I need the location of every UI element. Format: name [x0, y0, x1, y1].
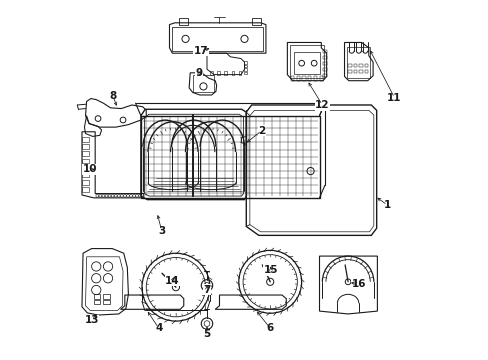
- Bar: [323, 50, 326, 53]
- Bar: [307, 76, 311, 81]
- Bar: [103, 300, 110, 304]
- Bar: [82, 137, 89, 142]
- Bar: [172, 27, 263, 51]
- Bar: [82, 187, 89, 192]
- Bar: [179, 18, 187, 24]
- Bar: [353, 69, 356, 73]
- Text: 14: 14: [164, 276, 179, 286]
- Bar: [192, 75, 214, 93]
- Text: 5: 5: [203, 329, 210, 339]
- Circle shape: [172, 284, 179, 291]
- Bar: [313, 76, 316, 81]
- Bar: [244, 64, 247, 67]
- Bar: [364, 64, 367, 67]
- Text: 4: 4: [155, 323, 162, 333]
- Text: 1: 1: [383, 200, 390, 210]
- Text: 3: 3: [158, 226, 165, 236]
- Bar: [103, 294, 110, 298]
- Bar: [244, 72, 247, 74]
- Bar: [224, 71, 226, 75]
- Text: 17: 17: [193, 46, 208, 56]
- Bar: [290, 45, 324, 78]
- Text: 7: 7: [203, 285, 210, 295]
- Bar: [348, 64, 351, 67]
- Bar: [251, 18, 260, 24]
- Text: 9: 9: [195, 68, 202, 78]
- Bar: [319, 76, 322, 81]
- Bar: [353, 64, 356, 67]
- Bar: [296, 76, 299, 81]
- Bar: [323, 74, 326, 77]
- Bar: [323, 62, 326, 65]
- Text: 11: 11: [386, 93, 401, 103]
- Bar: [82, 166, 89, 170]
- Text: 8: 8: [109, 91, 117, 101]
- Bar: [293, 52, 319, 74]
- Bar: [302, 76, 305, 81]
- Circle shape: [345, 279, 350, 285]
- Bar: [82, 173, 89, 177]
- Bar: [244, 61, 247, 64]
- Bar: [141, 116, 319, 198]
- Bar: [359, 69, 362, 73]
- Bar: [82, 180, 89, 185]
- Bar: [231, 71, 234, 75]
- Bar: [94, 300, 100, 304]
- Text: 12: 12: [314, 100, 329, 110]
- Bar: [217, 71, 220, 75]
- Bar: [346, 48, 369, 78]
- Bar: [82, 144, 89, 149]
- Text: 15: 15: [263, 265, 278, 275]
- Bar: [94, 294, 100, 298]
- Bar: [290, 76, 294, 81]
- Text: 13: 13: [84, 315, 99, 325]
- Bar: [323, 68, 326, 71]
- Text: 2: 2: [258, 126, 264, 136]
- Bar: [82, 158, 89, 163]
- Bar: [359, 64, 362, 67]
- Circle shape: [266, 278, 273, 285]
- Bar: [238, 71, 241, 75]
- Text: 6: 6: [266, 323, 273, 333]
- Bar: [348, 69, 351, 73]
- Bar: [323, 56, 326, 59]
- Bar: [244, 68, 247, 71]
- Text: 16: 16: [351, 279, 366, 289]
- Bar: [82, 152, 89, 156]
- Text: 10: 10: [83, 164, 97, 174]
- Bar: [364, 69, 367, 73]
- Bar: [210, 71, 212, 75]
